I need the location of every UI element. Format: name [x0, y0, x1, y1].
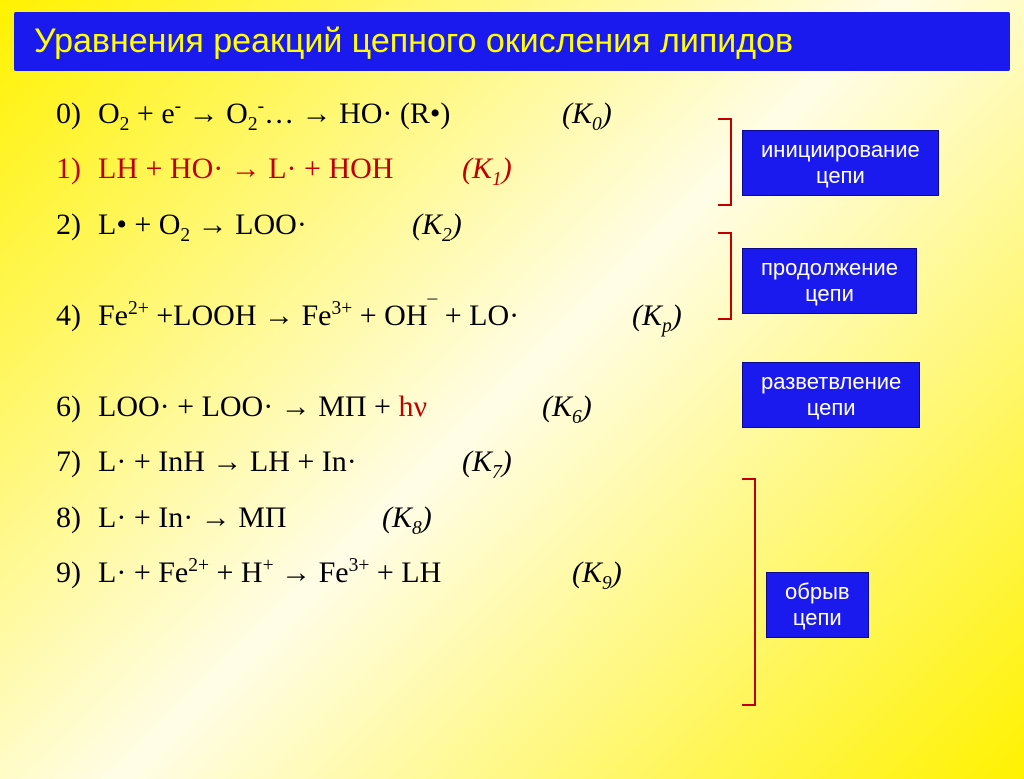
eq-body: LH + HO· → L· + HOH [98, 148, 438, 190]
eq-number: 4) [56, 295, 98, 337]
bracket-termination [742, 478, 756, 706]
eq-body: O2 + e- → O2-… → HO· (R•) [98, 93, 538, 138]
rate-constant: (K7) [462, 441, 512, 486]
equation-9: 9) L· + Fe2+ + H+ → Fe3+ + LH (K9) [56, 552, 1024, 597]
slide-title: Уравнения реакций цепного окисления липи… [14, 12, 1010, 71]
eq-body: L· + InH → LH + In· [98, 441, 438, 483]
rate-constant: (K1) [462, 148, 512, 193]
eq-number: 0) [56, 93, 98, 135]
eq-number: 9) [56, 552, 98, 594]
bracket-propagation [718, 232, 732, 320]
rate-constant: (K0) [562, 93, 612, 138]
rate-constant: (Kр) [632, 295, 682, 340]
eq-body: Fe2+ +LOOH → Fe3+ + OH¯ + LO· [98, 295, 608, 337]
eq-body: L• + O2 → LOO· [98, 204, 388, 249]
eq-body: L· + Fe2+ + H+ → Fe3+ + LH [98, 552, 548, 594]
eq-body: L· + In· → МП [98, 497, 358, 539]
equation-8: 8) L· + In· → МП (K8) [56, 497, 1024, 542]
rate-constant: (K2) [412, 204, 462, 249]
label-initiation: инициированиецепи [742, 130, 939, 196]
label-branching: разветвлениецепи [742, 362, 920, 428]
bracket-initiation [718, 118, 732, 206]
rate-constant: (K9) [572, 552, 622, 597]
rate-constant: (K6) [542, 386, 592, 431]
rate-constant: (K8) [382, 497, 432, 542]
eq-number: 6) [56, 386, 98, 428]
eq-number: 1) [56, 148, 98, 190]
equation-7: 7) L· + InH → LH + In· (K7) [56, 441, 1024, 486]
eq-number: 2) [56, 204, 98, 246]
eq-number: 7) [56, 441, 98, 483]
eq-body: LOO· + LOO· → МП + hν [98, 386, 518, 428]
label-termination: обрывцепи [766, 572, 869, 638]
eq-number: 8) [56, 497, 98, 539]
equation-2: 2) L• + O2 → LOO· (K2) [56, 204, 1024, 249]
label-propagation: продолжениецепи [742, 248, 917, 314]
